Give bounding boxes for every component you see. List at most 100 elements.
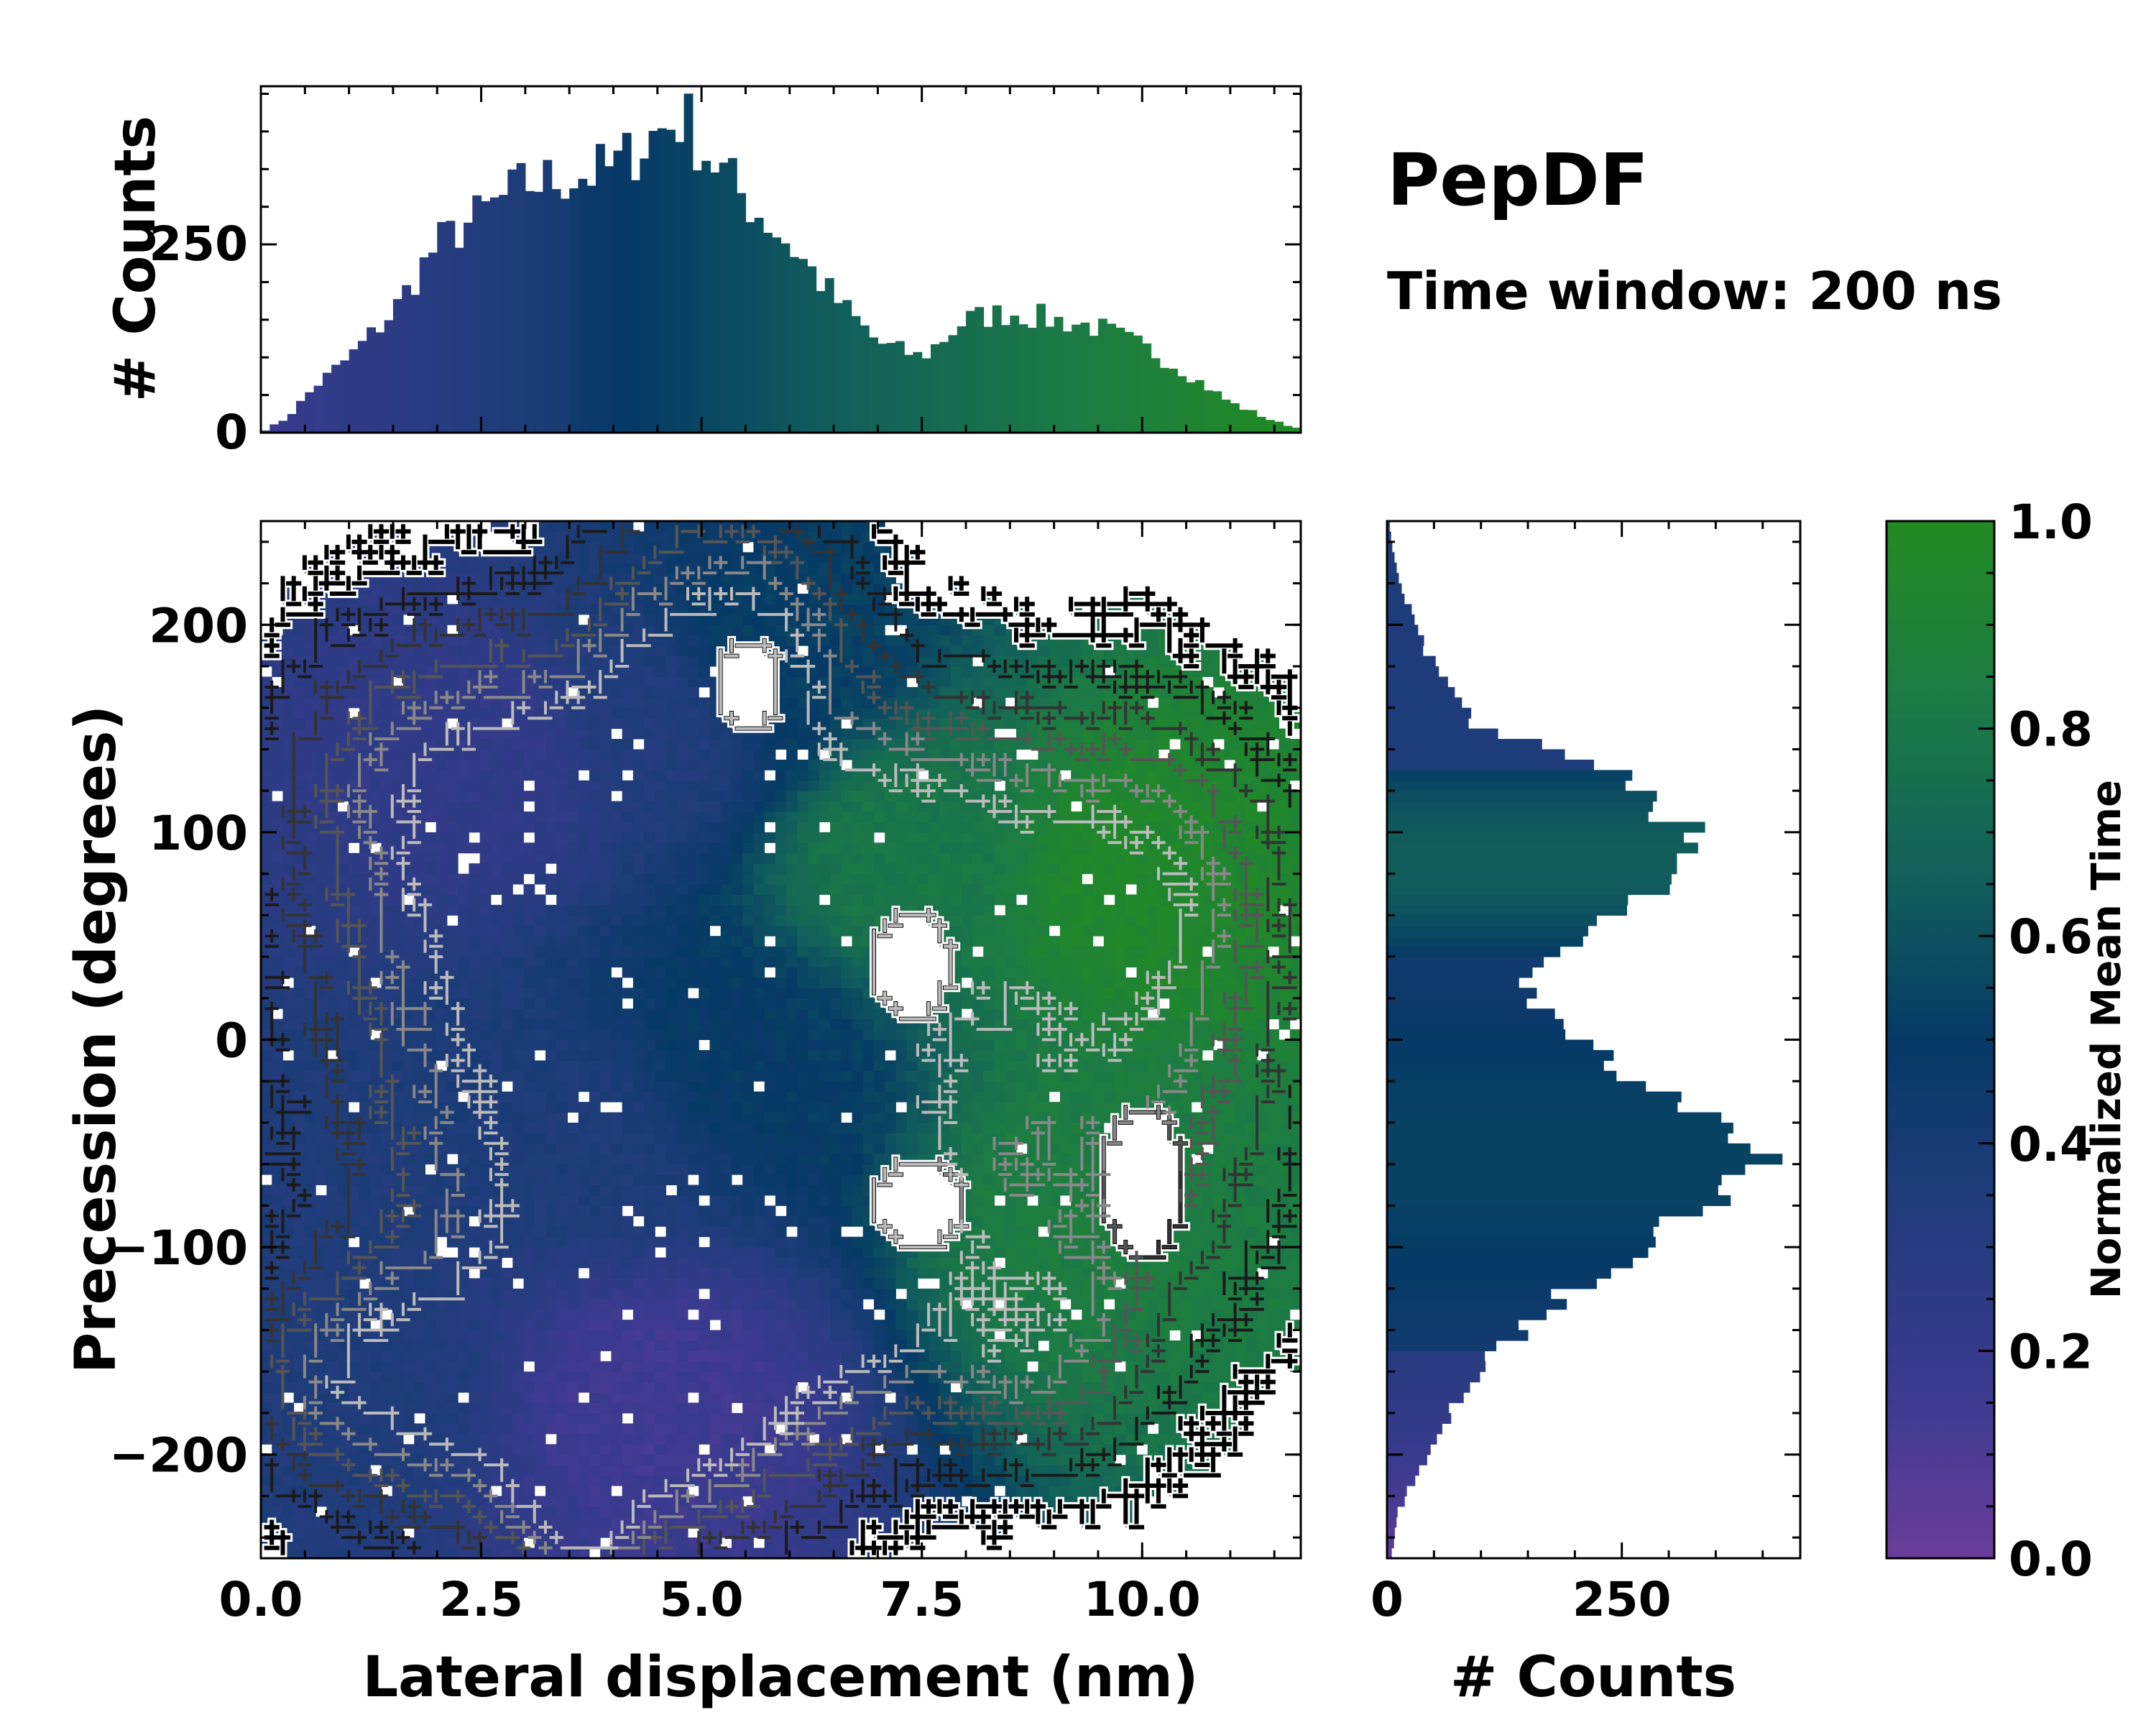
heatmap-cell xyxy=(676,1433,688,1445)
heatmap-cell xyxy=(699,1381,710,1393)
heatmap-cell xyxy=(359,1174,371,1186)
top-histogram-bar xyxy=(913,351,923,433)
heatmap-cell xyxy=(370,1133,382,1144)
heatmap-cell xyxy=(315,1018,327,1030)
heatmap-cell xyxy=(644,1309,655,1320)
heatmap-cell xyxy=(425,852,437,864)
heatmap-cell xyxy=(304,977,316,988)
heatmap-cell xyxy=(731,791,743,802)
heatmap-cell xyxy=(348,988,360,999)
heatmap-cell xyxy=(600,936,612,947)
heatmap-cell xyxy=(786,822,798,833)
heatmap-cell xyxy=(676,1330,688,1341)
heatmap-cell xyxy=(348,728,360,740)
heatmap-cell xyxy=(589,1423,601,1435)
heatmap-cell xyxy=(348,936,360,947)
heatmap-cell xyxy=(731,1309,743,1320)
heatmap-cell xyxy=(414,1330,425,1341)
heatmap-cell xyxy=(753,1320,765,1331)
heatmap-cell xyxy=(709,1070,722,1082)
heatmap-cell xyxy=(709,1392,722,1404)
heatmap-cell xyxy=(304,1351,316,1362)
heatmap-cell xyxy=(523,1164,535,1175)
heatmap-cell xyxy=(622,697,634,709)
heatmap-cell xyxy=(304,1133,316,1144)
heatmap-cell xyxy=(731,811,743,822)
heatmap-cell xyxy=(348,998,360,1009)
heatmap-cell xyxy=(632,925,645,937)
heatmap-cell xyxy=(731,925,743,937)
heatmap-cell xyxy=(567,1174,579,1186)
heatmap-cell xyxy=(293,842,305,854)
heatmap-cell xyxy=(326,1205,338,1217)
heatmap-cell xyxy=(589,1081,601,1092)
heatmap-cell xyxy=(326,1008,338,1020)
heatmap-cell xyxy=(742,749,754,760)
heatmap-cell xyxy=(775,1475,787,1486)
heatmap-cell xyxy=(392,1371,404,1383)
heatmap-cell xyxy=(720,988,732,999)
heatmap-cell xyxy=(808,915,820,926)
heatmap-cell xyxy=(436,1527,448,1538)
heatmap-cell xyxy=(665,1412,678,1424)
heatmap-cell xyxy=(502,925,513,937)
heatmap-cell xyxy=(676,1402,688,1414)
heatmap-cell xyxy=(392,1091,404,1103)
heatmap-cell xyxy=(315,873,327,885)
heatmap-cell xyxy=(655,998,667,1009)
heatmap-cell xyxy=(326,1133,338,1144)
heatmap-cell xyxy=(337,1122,349,1133)
heatmap-cell xyxy=(567,1506,579,1517)
heatmap-cell xyxy=(458,770,469,781)
heatmap-cell xyxy=(797,1122,809,1133)
heatmap-cell xyxy=(534,780,546,791)
heatmap-cell xyxy=(764,1267,776,1279)
heatmap-cell xyxy=(446,1423,459,1435)
heatmap-cell xyxy=(567,707,579,719)
heatmap-cell xyxy=(469,1402,481,1414)
heatmap-cell xyxy=(775,1039,787,1051)
heatmap-cell xyxy=(326,759,338,770)
heatmap-cell xyxy=(753,873,765,885)
heatmap-cell xyxy=(490,1537,502,1549)
heatmap-cell xyxy=(490,1423,502,1435)
heatmap-cell xyxy=(742,894,754,906)
heatmap-cell xyxy=(261,1412,272,1424)
heatmap-cell xyxy=(315,1299,327,1310)
heatmap-cell xyxy=(458,562,469,574)
heatmap-cell xyxy=(381,1433,393,1445)
top-histogram-bar xyxy=(763,232,773,433)
heatmap-cell xyxy=(490,988,502,999)
heatmap-cell xyxy=(381,1288,393,1300)
figure-subtitle: Time window: 200 ns xyxy=(1387,261,2002,321)
heatmap-cell xyxy=(337,977,349,988)
heatmap-cell xyxy=(545,1485,557,1496)
heatmap-cell xyxy=(446,884,459,895)
heatmap-cell xyxy=(502,676,513,688)
heatmap-cell xyxy=(731,1236,743,1248)
heatmap-cell xyxy=(709,873,722,885)
heatmap-cell xyxy=(644,1423,655,1435)
heatmap-cell xyxy=(348,770,360,781)
heatmap-cell xyxy=(699,625,710,636)
heatmap-cell xyxy=(458,1309,469,1320)
heatmap-cell xyxy=(458,1454,469,1466)
heatmap-cell xyxy=(797,1506,809,1517)
heatmap-cell xyxy=(469,1174,481,1186)
heatmap-cell xyxy=(589,1527,601,1538)
heatmap-cell xyxy=(775,1133,787,1144)
heatmap-cell xyxy=(589,1226,601,1238)
heatmap-cell xyxy=(600,1506,612,1517)
heatmap-cell xyxy=(370,1527,382,1538)
heatmap-cell xyxy=(502,1371,513,1383)
heatmap-cell xyxy=(282,1039,295,1051)
heatmap-cell xyxy=(622,957,634,967)
heatmap-cell xyxy=(611,1465,623,1476)
heatmap-cell xyxy=(502,1029,513,1040)
heatmap-cell xyxy=(600,1029,612,1040)
heatmap-cell xyxy=(753,852,765,864)
heatmap-cell xyxy=(644,656,655,667)
heatmap-cell xyxy=(337,1081,349,1092)
heatmap-cell xyxy=(665,1351,678,1362)
heatmap-cell xyxy=(545,583,557,594)
